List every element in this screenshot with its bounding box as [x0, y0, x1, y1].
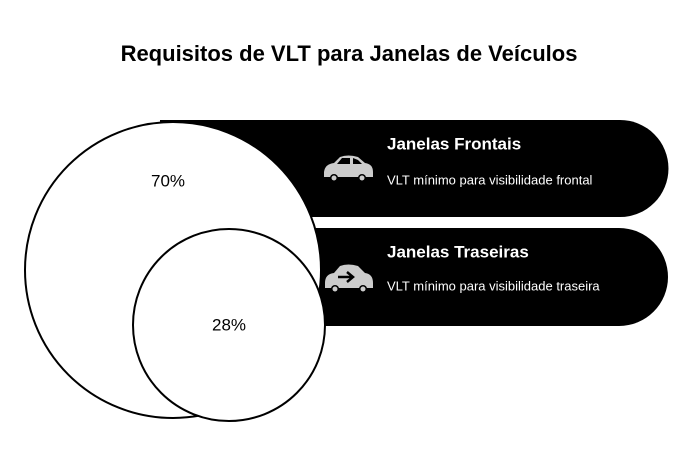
item-description: VLT mínimo para visibilidade traseira — [387, 278, 600, 293]
item-title: Janelas Traseiras — [387, 242, 529, 261]
value-label: 28% — [212, 315, 246, 334]
title: Requisitos de VLT para Janelas de Veícul… — [121, 41, 578, 66]
car-icon — [324, 155, 373, 182]
car-icon — [325, 264, 373, 293]
value-label: 70% — [151, 171, 185, 190]
circle — [132, 228, 326, 422]
item-description: VLT mínimo para visibilidade frontal — [387, 172, 593, 187]
item-title: Janelas Frontais — [387, 134, 521, 153]
